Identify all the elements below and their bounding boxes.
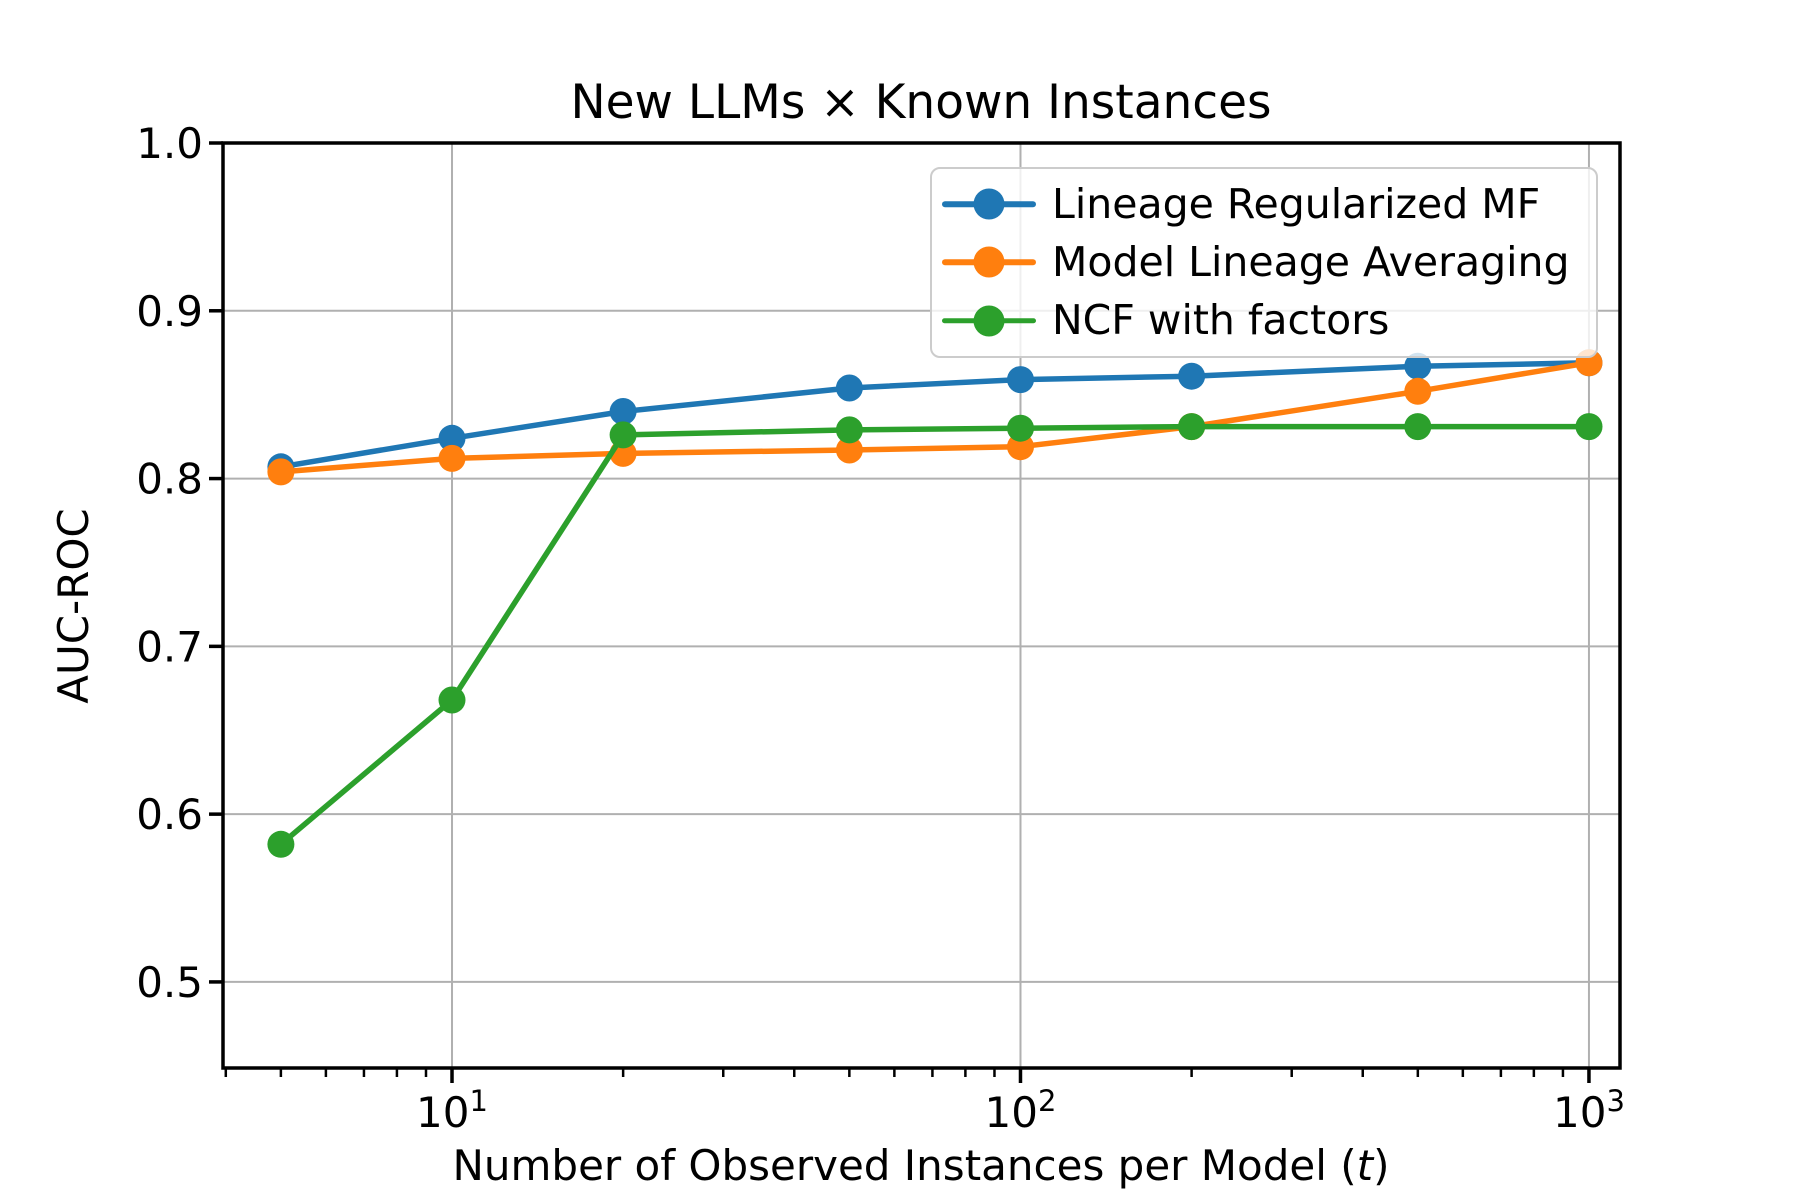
data-point — [835, 436, 863, 464]
legend-item: Model Lineage Averaging — [942, 233, 1586, 291]
x-axis-label-suffix: ) — [1373, 1141, 1389, 1190]
legend-label: Model Lineage Averaging — [1052, 237, 1570, 286]
data-point — [609, 398, 637, 425]
axes-spines — [221, 141, 1622, 1070]
y-axis-label: AUC-ROC — [49, 508, 98, 704]
legend-label: NCF with factors — [1052, 296, 1390, 345]
data-point — [1178, 413, 1206, 441]
data-point — [438, 444, 466, 472]
x-tick-label: 101 — [416, 1084, 488, 1137]
data-series — [267, 349, 1603, 858]
data-point — [609, 421, 637, 449]
data-point — [835, 416, 863, 444]
y-tick-label: 0.6 — [136, 790, 203, 839]
data-point — [1007, 433, 1034, 461]
y-tick-label: 0.9 — [136, 287, 203, 336]
legend-marker-icon — [973, 246, 1005, 278]
axis-ticks — [209, 141, 1591, 1083]
legend-label: Lineage Regularized MF — [1052, 179, 1541, 228]
data-point — [1404, 413, 1432, 441]
legend-marker-icon — [973, 305, 1005, 337]
data-point — [1178, 362, 1206, 390]
series-line-0 — [278, 360, 1592, 470]
legend-item: NCF with factors — [942, 292, 1586, 350]
legend-sample — [942, 187, 1036, 221]
y-tick-label: 0.5 — [136, 958, 203, 1007]
x-tick-label: 103 — [1553, 1084, 1625, 1137]
data-point — [438, 686, 466, 714]
x-axis-label: Number of Observed Instances per Model (… — [452, 1141, 1389, 1190]
x-axis-label-variable: t — [1357, 1141, 1375, 1190]
legend-marker-icon — [973, 188, 1005, 220]
series-line-1 — [278, 360, 1592, 475]
data-point — [1007, 366, 1034, 394]
legend-sample — [942, 245, 1036, 279]
data-point — [1575, 413, 1603, 441]
data-point — [1404, 352, 1432, 380]
data-point — [438, 424, 466, 452]
legend: Lineage Regularized MF Model Lineage Aver… — [930, 167, 1598, 358]
legend-sample — [942, 304, 1036, 338]
data-point — [1404, 377, 1432, 405]
y-tick-label: 0.8 — [136, 455, 203, 504]
data-point — [1007, 414, 1034, 442]
axis-tick-labels: 0.5 0.6 0.7 0.8 0.9 1.0 101 102 103 — [136, 119, 1625, 1137]
y-tick-label: 0.7 — [136, 622, 203, 671]
data-point — [267, 830, 295, 858]
legend-item: Lineage Regularized MF — [942, 175, 1586, 233]
data-point — [267, 458, 295, 486]
chart-title: New LLMs × Known Instances — [570, 75, 1271, 130]
data-point — [835, 374, 863, 402]
y-tick-label: 1.0 — [136, 119, 203, 168]
series-line-2 — [278, 423, 1592, 848]
x-tick-label: 102 — [985, 1084, 1057, 1137]
plot-border — [221, 141, 1622, 1070]
x-axis-label-prefix: Number of Observed Instances per Model ( — [452, 1141, 1356, 1190]
